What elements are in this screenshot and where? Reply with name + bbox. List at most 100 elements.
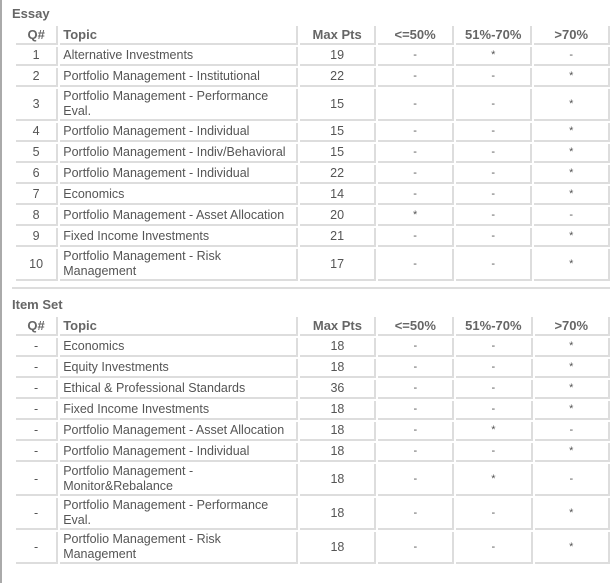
cell-max-points: 18 (300, 359, 377, 378)
table-row: 6 Portfolio Management - Individual 22- - * (16, 165, 610, 184)
table-row: 9 Fixed Income Investments 21- - * (16, 228, 610, 247)
cell-51-70: - (456, 380, 533, 399)
cell-gt-70: * (534, 165, 610, 184)
cell-q-number: - (16, 443, 59, 462)
cell-gt-70: - (534, 47, 610, 66)
cell-topic: Fixed Income Investments (60, 228, 299, 247)
table-row: - Portfolio Management - Individual 18- - * (16, 443, 610, 462)
cell-51-70: - (456, 498, 533, 530)
cell-topic: Ethical & Professional Standards (60, 380, 299, 399)
column-header-51-70: 51%-70% (456, 26, 533, 45)
cell-le-50: - (378, 186, 454, 205)
cell-51-70: * (456, 422, 533, 441)
cell-gt-70: * (534, 380, 610, 399)
cell-q-number: - (16, 422, 59, 441)
essay-table: Q# Topic Max Pts <=50% 51%-70% >70% 1 Alternati… (14, 24, 610, 283)
table-row: - Portfolio Management - Performance Eval… (16, 498, 610, 530)
cell-q-number: 6 (16, 165, 59, 184)
cell-topic: Portfolio Management - Risk Management (60, 532, 299, 564)
cell-q-number: - (16, 464, 59, 496)
cell-le-50: - (378, 249, 454, 281)
cell-topic: Portfolio Management - Risk Management (60, 249, 299, 281)
cell-max-points: 18 (300, 338, 377, 357)
cell-topic: Economics (60, 186, 299, 205)
cell-q-number: 8 (16, 207, 59, 226)
cell-le-50: - (378, 359, 455, 378)
cell-51-70: * (456, 464, 533, 496)
cell-le-50: - (378, 338, 455, 357)
table-row: - Equity Investments 18- - * (16, 359, 610, 378)
cell-gt-70: * (534, 186, 610, 205)
item-set-section: Item Set (2, 291, 610, 315)
cell-gt-70: * (534, 68, 610, 87)
cell-topic: Portfolio Management - Performance Eval. (60, 498, 299, 530)
column-header-max-points: Max Pts (300, 26, 377, 45)
table-row: 3 Portfolio Management - Performance Eval… (16, 89, 610, 121)
cell-topic: Portfolio Management - Individual (60, 165, 299, 184)
cell-q-number: 9 (16, 228, 59, 247)
cell-51-70: - (456, 186, 533, 205)
cell-gt-70: - (534, 207, 610, 226)
cell-le-50: * (378, 207, 454, 226)
cell-le-50: - (378, 144, 454, 163)
column-header-le-50: <=50% (378, 317, 455, 336)
cell-51-70: - (456, 207, 533, 226)
column-header-gt-70: >70% (534, 317, 610, 336)
cell-gt-70: - (534, 464, 610, 496)
table-row: - Ethical & Professional Standards 36- - * (16, 380, 610, 399)
cell-le-50: - (378, 532, 455, 564)
cell-q-number: - (16, 338, 59, 357)
cell-q-number: - (16, 532, 59, 564)
cell-51-70: - (456, 228, 533, 247)
cell-max-points: 18 (300, 498, 377, 530)
cell-max-points: 18 (300, 443, 377, 462)
cell-le-50: - (378, 498, 455, 530)
cell-q-number: 2 (16, 68, 59, 87)
cell-max-points: 22 (300, 165, 377, 184)
table-row: 1 Alternative Investments 19- * - (16, 47, 610, 66)
cell-gt-70: * (534, 123, 610, 142)
cell-q-number: 1 (16, 47, 59, 66)
cell-le-50: - (378, 89, 454, 121)
column-header-q-number: Q# (16, 317, 59, 336)
cell-topic: Portfolio Management - Performance Eval. (60, 89, 299, 121)
cell-max-points: 18 (300, 532, 377, 564)
cell-topic: Portfolio Management - Institutional (60, 68, 299, 87)
cell-max-points: 15 (300, 123, 377, 142)
cell-51-70: - (456, 144, 533, 163)
cell-topic: Equity Investments (60, 359, 299, 378)
cell-q-number: 4 (16, 123, 59, 142)
cell-max-points: 18 (300, 464, 377, 496)
cell-51-70: - (456, 123, 533, 142)
cell-max-points: 14 (300, 186, 377, 205)
cell-le-50: - (378, 123, 454, 142)
table-row: 8 Portfolio Management - Asset Allocation… (16, 207, 610, 226)
table-row: 7 Economics 14- - * (16, 186, 610, 205)
cell-le-50: - (378, 401, 455, 420)
header-row: Q# Topic Max Pts <=50% 51%-70% >70% (16, 26, 610, 45)
column-header-topic: Topic (60, 317, 299, 336)
cell-max-points: 18 (300, 401, 377, 420)
section-divider (12, 287, 610, 289)
table-row: 2 Portfolio Management - Institutional 22-… (16, 68, 610, 87)
cell-le-50: - (378, 165, 454, 184)
table-row: - Portfolio Management - Monitor&Rebalanc… (16, 464, 610, 496)
cell-le-50: - (378, 47, 454, 66)
section-title-essay: Essay (12, 6, 50, 21)
cell-le-50: - (378, 443, 455, 462)
cell-q-number: - (16, 498, 59, 530)
column-header-le-50: <=50% (378, 26, 454, 45)
cell-gt-70: * (534, 443, 610, 462)
item-set-table: Q# Topic Max Pts <=50% 51%-70% >70% - Economics… (14, 315, 610, 566)
cell-le-50: - (378, 380, 455, 399)
cell-max-points: 15 (300, 144, 377, 163)
cell-q-number: - (16, 401, 59, 420)
cell-max-points: 17 (300, 249, 377, 281)
cell-51-70: * (456, 47, 533, 66)
cell-le-50: - (378, 68, 454, 87)
cell-topic: Alternative Investments (60, 47, 299, 66)
cell-max-points: 20 (300, 207, 377, 226)
cell-le-50: - (378, 464, 455, 496)
cell-gt-70: * (534, 249, 610, 281)
cell-gt-70: * (534, 498, 610, 530)
